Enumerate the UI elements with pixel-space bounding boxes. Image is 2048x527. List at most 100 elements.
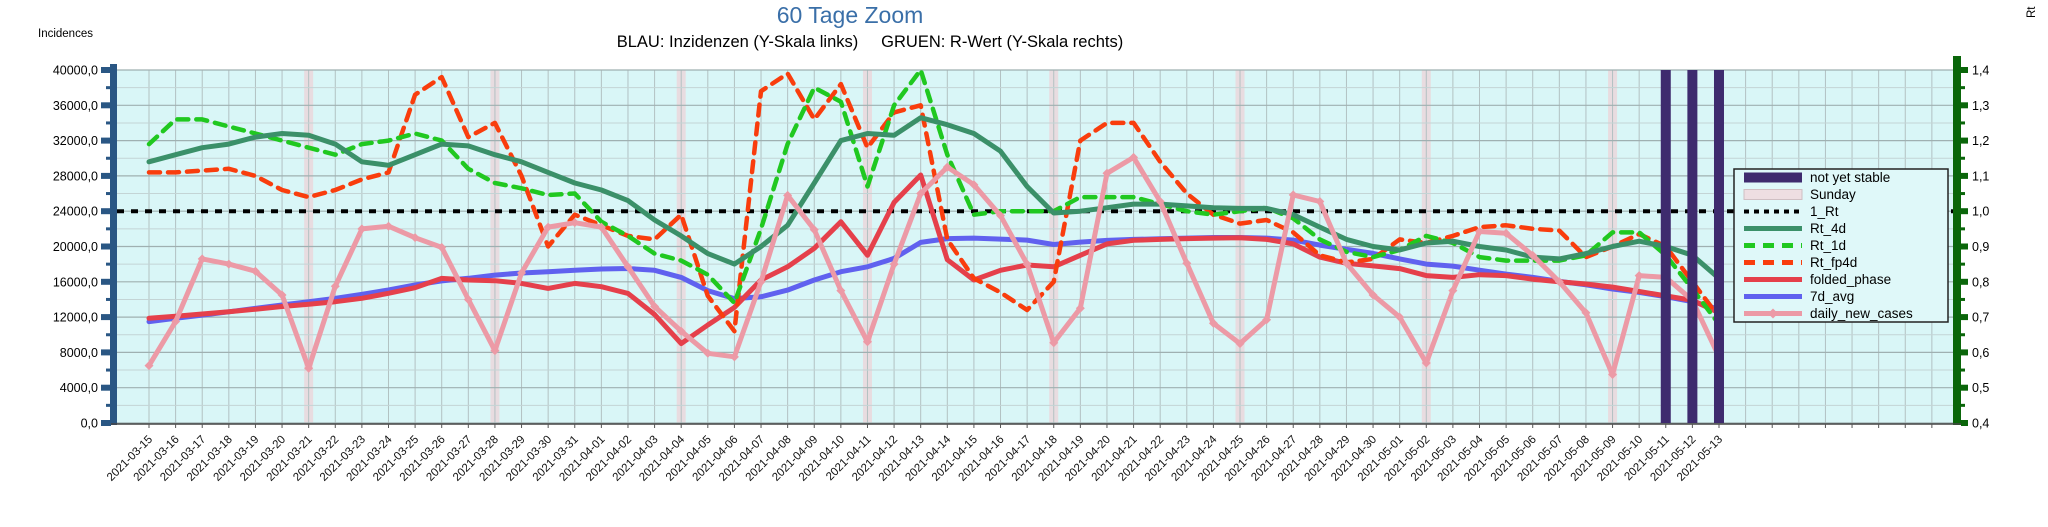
legend-swatch-not-yet-stable [1744,172,1802,183]
right-tick-minor [1961,227,1965,231]
left-tick-minor [106,333,111,337]
right-tick-minor [1961,333,1965,337]
series-daily_new_cases-marker [1554,277,1564,287]
series-daily_new_cases-marker [197,254,207,264]
legend-label: folded_phase [1810,272,1891,287]
left-tick-minor [106,121,111,125]
series-daily_new_cases-marker [996,211,1006,221]
series-daily_new_cases-marker [171,317,181,327]
right-tick-minor [1961,156,1965,160]
left-tick-label: 40000,0 [53,64,98,78]
series-7d_avg-line [146,235,1722,325]
series-daily_new_cases-marker [1182,258,1192,268]
series-daily_new_cases-marker [1395,312,1405,322]
series-daily_new_cases-marker [703,348,713,358]
series-daily_new_cases-marker [224,259,234,269]
page-title: 60 Tage Zoom [776,2,924,28]
left-tick [101,172,111,179]
series-Rt_4d-line [146,115,1722,281]
series-daily_new_cases-marker [809,225,819,235]
left-tick [101,102,111,109]
series-daily_new_cases-marker [1528,250,1538,260]
right-tick-minor [1961,262,1965,266]
left-tick [101,384,111,391]
left-tick-label: 32000,0 [53,134,98,148]
series-daily_new_cases-marker [836,286,846,296]
series-daily_new_cases-marker [463,294,473,304]
right-tick-label: 1,1 [1972,169,1989,183]
left-tick-label: 12000,0 [53,311,98,325]
right-tick-label: 0,6 [1972,346,1989,360]
left-axis-title: Incidences [38,28,93,40]
left-tick [101,420,111,426]
series-daily_new_cases-marker [650,302,660,312]
legend-swatch-Sunday [1743,189,1803,200]
left-tick [101,243,111,250]
right-tick [1961,384,1968,391]
right-axis-labels: 0,4 0,5 0,6 0,7 0,8 0,9 1,0 1,1 1,2 1,3 1,4 [1961,64,1989,431]
right-tick-label: 1,2 [1972,134,1989,148]
left-tick-minor [106,86,111,90]
not-yet-stable-bands [1660,70,1724,423]
right-tick-minor [1961,403,1965,407]
left-tick-label: 16000,0 [53,275,98,289]
legend-label: Sunday [1810,187,1856,202]
right-tick [1961,314,1968,321]
right-tick-minor [1961,121,1965,125]
series-Rt_fp4d-line [146,71,1722,334]
right-tick-label: 0,4 [1972,417,1989,431]
left-tick-label: 20000,0 [53,240,98,254]
series-daily_new_cases-marker [277,290,287,300]
right-tick [1961,243,1968,250]
series-daily_new_cases-marker [1315,196,1325,206]
series-daily_new_cases-marker [1368,290,1378,300]
left-tick [101,314,111,321]
series-daily_new_cases-marker [1581,308,1591,318]
series-daily_new_cases-marker [330,281,340,291]
left-axis [110,64,117,425]
series-daily_new_cases-marker [517,268,527,278]
left-tick [101,137,111,144]
series-daily_new_cases-marker [862,337,872,347]
right-tick [1961,102,1968,109]
right-tick-label: 0,5 [1972,381,1989,395]
series-Rt_1d-line [146,67,1722,327]
legend: not yet stable Sunday 1_Rt Rt_4d Rt_1d Rt_fp4… [1733,168,1949,323]
legend-label: not yet stable [1810,170,1890,185]
right-axis [1953,56,1961,425]
right-tick [1961,137,1968,144]
series-daily_new_cases-marker [942,162,952,172]
legend-diamond-marker [1768,308,1778,319]
series-daily_new_cases-marker [490,346,500,356]
left-tick-minor [106,262,111,266]
left-tick-label: 4000,0 [60,381,98,395]
left-tick-minor [106,297,111,301]
series-daily_new_cases-marker [1102,168,1112,178]
axes [110,56,1961,428]
series-daily_new_cases-marker [1262,315,1272,325]
legend-label: Rt_1d [1810,238,1846,253]
right-tick-minor [1961,368,1965,372]
series-daily_new_cases-marker [1022,259,1032,269]
series-daily_new_cases-marker [1501,228,1511,238]
right-tick-minor [1961,297,1965,301]
series-daily_new_cases-marker [1288,190,1298,200]
right-tick-label: 1,3 [1972,99,1989,113]
right-tick-label: 1,0 [1972,205,1989,219]
right-tick-label: 0,7 [1972,311,1989,325]
series-daily_new_cases-marker [304,363,314,373]
left-tick-minor [106,403,111,407]
series-daily_new_cases-marker [1634,271,1644,281]
legend-label: 1_Rt [1810,204,1839,219]
series [144,67,1724,379]
right-tick [1961,172,1968,179]
series-daily_new_cases-marker [969,180,979,190]
series-daily_new_cases-marker [543,222,553,232]
legend-label: 7d_avg [1810,289,1854,304]
right-tick [1961,67,1968,73]
not-yet-stable-band [1713,70,1724,423]
series-daily_new_cases-line [146,154,1722,377]
left-tick [101,67,111,73]
